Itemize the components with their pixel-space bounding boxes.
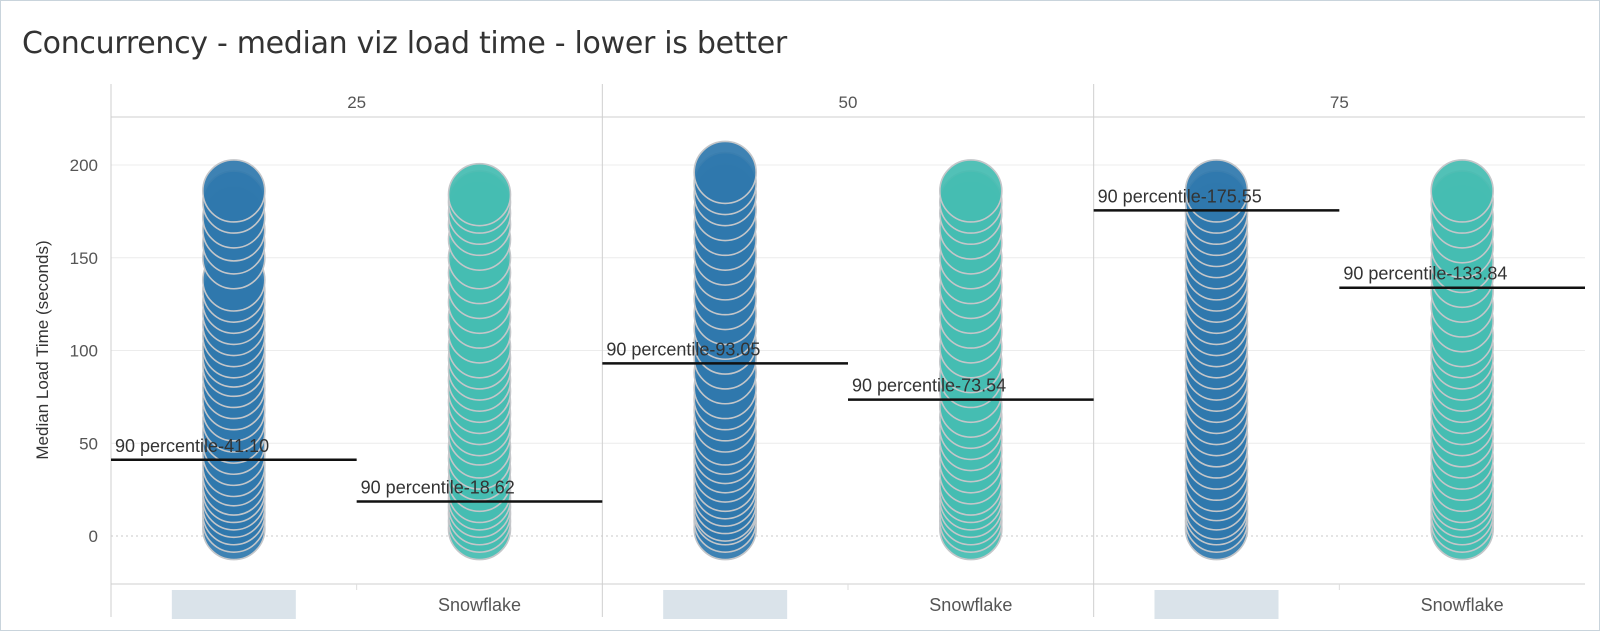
data-point [693,140,757,205]
data-point [939,159,1003,223]
y-tick-label: 200 [70,156,98,175]
x-category-label: Snowflake [929,595,1012,615]
y-axis-label: Median Load Time (seconds) [33,240,52,459]
text-layer: 0 50 100 150 200 Median Load Time (seconds) 25… [33,93,1504,615]
redacted-category-label [171,590,296,619]
reference-line-label: 90 percentile-93.05 [606,339,760,359]
data-point [1430,159,1494,223]
reference-line-label: 90 percentile-41.10 [115,436,269,456]
chart-title: Concurrency - median viz load time - low… [22,26,787,61]
data-point [202,159,266,223]
data-point [1184,159,1249,223]
data-point [447,162,512,227]
points-layer [202,140,1494,561]
y-tick-label: 100 [70,342,98,361]
reference-line-label: 90 percentile-73.54 [852,376,1006,396]
reference-line-label: 90 percentile-18.62 [361,477,515,497]
x-category-label: Snowflake [438,595,521,615]
panel-label: 50 [839,93,858,112]
y-tick-label: 150 [70,249,98,268]
panel-frame-layer [110,84,1585,619]
panel-label: 75 [1330,93,1349,112]
x-category-label: Snowflake [1421,595,1504,615]
y-tick-label: 50 [79,434,98,453]
redacted-category-label [663,590,788,619]
panel-label: 25 [347,93,366,112]
grid-layer [111,164,1585,537]
reference-line-label: 90 percentile-175.55 [1098,186,1262,206]
reference-line-label: 90 percentile-133.84 [1343,264,1507,284]
y-tick-label: 0 [89,527,98,546]
reference-line-layer: 90 percentile-41.10 90 percentile-18.62 90… [111,186,1585,503]
redacted-category-label [1154,590,1279,619]
